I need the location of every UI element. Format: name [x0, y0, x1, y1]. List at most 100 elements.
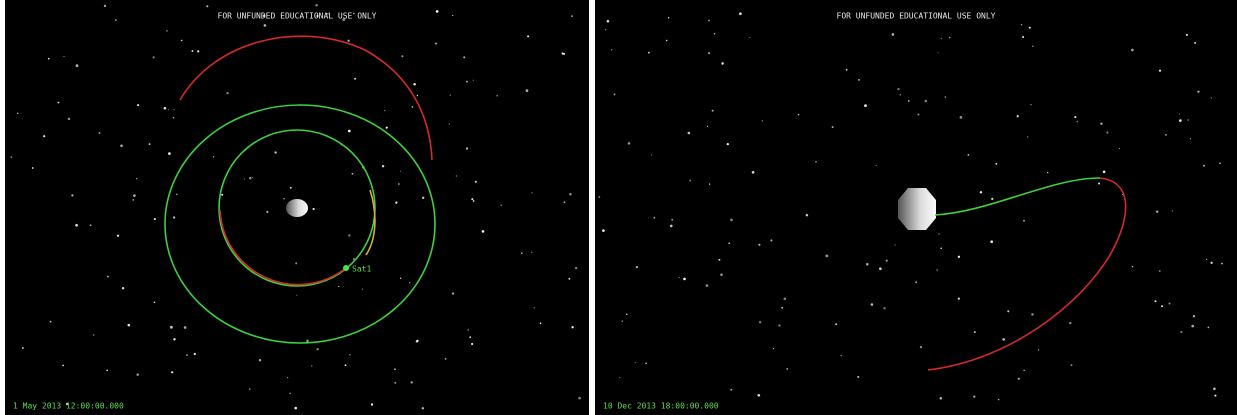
- star: [65, 402, 69, 406]
- star: [835, 323, 838, 326]
- star: [571, 326, 574, 329]
- star: [226, 92, 229, 95]
- star: [825, 254, 829, 258]
- star: [395, 201, 398, 204]
- star: [1100, 122, 1103, 125]
- star: [940, 38, 942, 40]
- star: [845, 69, 848, 71]
- star: [251, 177, 254, 179]
- star: [578, 396, 581, 400]
- star: [770, 239, 773, 242]
- star: [421, 407, 425, 410]
- star: [689, 179, 692, 182]
- star: [1007, 310, 1010, 313]
- star: [778, 324, 781, 327]
- star: [342, 18, 346, 21]
- star: [602, 229, 605, 232]
- star: [678, 277, 680, 279]
- star: [349, 353, 351, 356]
- star: [973, 395, 976, 398]
- star: [469, 336, 472, 339]
- star: [705, 284, 709, 287]
- star: [348, 234, 351, 237]
- star: [525, 89, 529, 92]
- star: [957, 255, 961, 258]
- star: [191, 49, 194, 53]
- star: [875, 165, 877, 167]
- star: [287, 377, 289, 379]
- star: [605, 29, 607, 31]
- trajectory-red: [927, 177, 1127, 371]
- star: [465, 147, 469, 150]
- star: [1038, 349, 1040, 351]
- watermark: FOR UNFUNDED EDUCATIONAL USE ONLY: [837, 12, 996, 21]
- star: [645, 362, 647, 365]
- star: [47, 57, 50, 60]
- star: [1032, 45, 1034, 47]
- star: [606, 19, 610, 23]
- asteroid: [898, 188, 936, 230]
- star: [465, 80, 468, 83]
- trajectory-green: [934, 177, 1101, 216]
- star: [991, 197, 994, 201]
- star: [481, 230, 485, 233]
- star: [568, 277, 571, 280]
- star: [1192, 315, 1196, 318]
- star: [1020, 24, 1023, 26]
- star: [915, 281, 918, 284]
- star: [908, 100, 910, 102]
- star: [1023, 219, 1025, 222]
- star: [93, 334, 95, 336]
- star: [533, 307, 535, 309]
- star: [708, 52, 710, 54]
- star: [521, 252, 523, 254]
- star: [171, 371, 174, 374]
- star: [1178, 113, 1180, 115]
- star: [283, 198, 285, 200]
- star: [650, 154, 652, 156]
- star: [444, 358, 447, 360]
- star: [1158, 270, 1161, 272]
- star: [730, 388, 733, 391]
- star: [31, 167, 34, 169]
- star: [973, 331, 976, 334]
- star: [751, 170, 755, 174]
- star: [385, 126, 388, 129]
- star: [1213, 387, 1216, 391]
- star: [295, 262, 298, 265]
- star: [858, 79, 860, 81]
- star: [665, 39, 668, 42]
- star: [132, 199, 134, 201]
- satellite-marker: [343, 265, 349, 271]
- star: [885, 259, 888, 262]
- star: [797, 113, 800, 116]
- star: [248, 388, 251, 390]
- star: [758, 243, 761, 246]
- star: [262, 14, 266, 18]
- star: [381, 164, 385, 168]
- star: [1179, 119, 1182, 122]
- star: [840, 354, 842, 357]
- star: [166, 30, 168, 32]
- star: [761, 120, 764, 122]
- star: [289, 392, 291, 394]
- star: [1171, 210, 1174, 212]
- star: [967, 153, 970, 156]
- star: [683, 277, 686, 281]
- star: [311, 365, 313, 367]
- star: [783, 297, 787, 301]
- star: [263, 24, 267, 27]
- star: [626, 313, 628, 315]
- star: [176, 193, 178, 195]
- star: [180, 39, 183, 42]
- star: [401, 55, 404, 58]
- star: [170, 325, 173, 329]
- star: [728, 242, 731, 245]
- star: [815, 160, 817, 163]
- star: [294, 406, 298, 410]
- star: [1028, 26, 1031, 29]
- star: [539, 322, 542, 325]
- star: [153, 301, 156, 304]
- star: [306, 339, 309, 343]
- star: [10, 156, 13, 158]
